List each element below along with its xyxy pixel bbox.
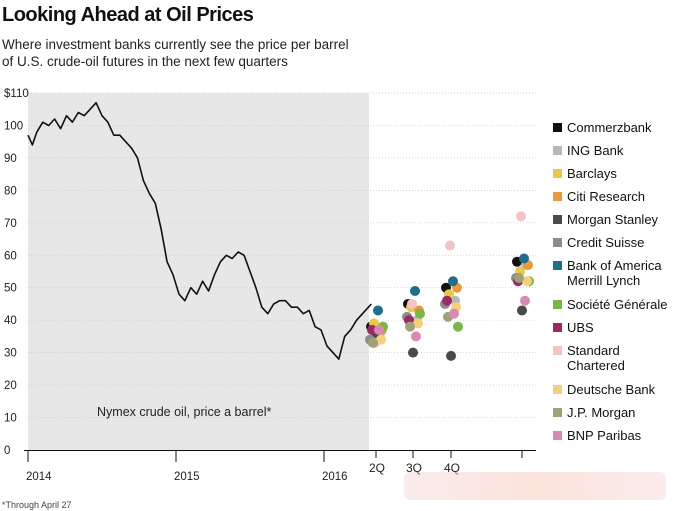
forecast-point (413, 318, 423, 329)
y-tick-label: 30 (4, 348, 17, 360)
forecast-point (408, 347, 418, 358)
legend-label: Barclays (567, 166, 617, 181)
forecast-point (448, 276, 458, 287)
forecast-point (374, 324, 384, 335)
y-tick-label: 0 (4, 445, 10, 457)
forecast-point (410, 285, 420, 296)
forecast-point (376, 334, 386, 345)
legend-label: Bank of America Merrill Lynch (567, 258, 662, 288)
legend-label: Morgan Stanley (567, 212, 659, 227)
year-tick-label: 2014 (26, 471, 52, 483)
legend-item: Standard Chartered (553, 343, 625, 373)
forecast-point (442, 295, 452, 306)
legend-item: Deutsche Bank (553, 382, 655, 397)
legend-item: ING Bank (553, 143, 623, 158)
legend-label: ING Bank (567, 143, 624, 158)
y-tick-label: 80 (4, 185, 17, 197)
y-tick-label: 20 (4, 380, 17, 392)
legend-item: Citi Research (553, 189, 645, 204)
legend-swatch (553, 238, 562, 247)
year-tick-label: 2015 (174, 471, 200, 483)
year-tick-label: 2016 (322, 471, 348, 483)
legend-swatch (553, 323, 562, 332)
y-tick-label: 70 (4, 218, 17, 230)
legend-label: J.P. Morgan (567, 405, 636, 420)
chart-title: Looking Ahead at Oil Prices (2, 4, 254, 26)
forecast-point (522, 276, 532, 287)
forecast-points (365, 211, 534, 361)
legend-label: Commerzbank (567, 120, 652, 135)
legend-swatch (553, 261, 562, 270)
quarter-tick-label: 3Q (406, 461, 422, 475)
legend-label: BNP Paribas (567, 428, 642, 443)
forecast-point (373, 305, 383, 316)
history-annotation: Nymex crude oil, price a barrel* (97, 405, 272, 419)
legend-swatch (553, 346, 562, 355)
legend-swatch (553, 431, 562, 440)
legend-item: UBS (553, 320, 594, 335)
footnote: *Through April 27 (2, 500, 72, 510)
legend-swatch (553, 408, 562, 417)
legend-swatch (553, 192, 562, 201)
history-shaded-area (28, 93, 369, 450)
forecast-point (520, 295, 530, 306)
quarter-tick-label: 4Q (444, 461, 460, 475)
legend-label: Deutsche Bank (567, 382, 656, 397)
legend-label: Credit Suisse (567, 235, 645, 250)
y-tick-label: $110 (4, 88, 29, 100)
legend-item: Morgan Stanley (553, 212, 658, 227)
legend-swatch (553, 169, 562, 178)
y-tick-label: 10 (4, 413, 17, 425)
forecast-point (367, 324, 377, 335)
quarter-tick-label: 2Q (369, 461, 385, 475)
legend-label: UBS (567, 320, 594, 335)
legend-item: Bank of America Merrill Lynch (553, 258, 662, 288)
y-tick-label: 40 (4, 315, 17, 327)
legend-swatch (553, 123, 562, 132)
y-tick-label: 50 (4, 283, 17, 295)
legend-item: Commerzbank (553, 120, 652, 135)
legend-label: Standard Chartered (567, 343, 625, 373)
forecast-point (446, 350, 456, 361)
legend-item: Barclays (553, 166, 617, 181)
forecast-point (411, 331, 421, 342)
y-tick-label: 90 (4, 153, 17, 165)
forecast-point (449, 308, 459, 319)
legend-label: Citi Research (567, 189, 646, 204)
legend-item: BNP Paribas (553, 428, 641, 443)
forecast-point (405, 321, 415, 332)
forecast-point (368, 337, 378, 348)
legend-swatch (553, 385, 562, 394)
y-tick-label: 60 (4, 250, 17, 262)
legend-swatch (553, 146, 562, 155)
forecast-point (516, 211, 526, 222)
legend-swatch (553, 215, 562, 224)
forecast-point (415, 308, 425, 319)
y-tick-label: 100 (4, 120, 23, 132)
x-axis-ticks: 2014 2015 2016 2Q 3Q 4Q (26, 450, 523, 483)
forecast-point (514, 272, 524, 283)
chart-subtitle: Where investment banks currently see the… (2, 37, 349, 69)
watermark-overlay (404, 472, 666, 500)
legend-item: Credit Suisse (553, 235, 644, 250)
legend-item: Société Générale (553, 297, 667, 312)
legend-label: Société Générale (567, 297, 668, 312)
forecast-point (407, 298, 417, 309)
history-line (27, 101, 372, 360)
forecast-point (453, 321, 463, 332)
forecast-point (519, 253, 529, 264)
forecast-point (445, 240, 455, 251)
forecast-point (517, 305, 527, 316)
legend-item: J.P. Morgan (553, 405, 635, 420)
legend-swatch (553, 300, 562, 309)
